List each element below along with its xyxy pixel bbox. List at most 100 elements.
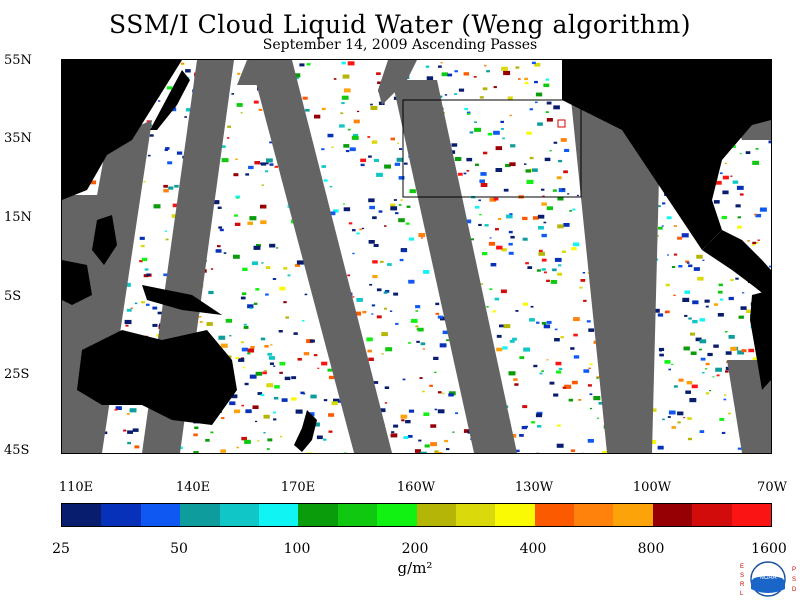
cloud-pixel xyxy=(553,189,557,191)
cloud-pixel xyxy=(546,280,550,282)
cloud-pixel xyxy=(658,313,663,316)
colorbar-label: 1600 xyxy=(751,541,787,557)
cloud-pixel xyxy=(408,435,413,438)
colorbar-swatch xyxy=(141,504,180,526)
cloud-pixel xyxy=(390,206,397,210)
cloud-pixel xyxy=(418,328,424,332)
cloud-pixel xyxy=(717,375,720,377)
colorbar-swatch xyxy=(180,504,219,526)
cloud-pixel xyxy=(356,233,359,235)
cloud-pixel xyxy=(384,292,388,294)
colorbar-swatch xyxy=(338,504,377,526)
cloud-pixel xyxy=(467,170,470,172)
map-area xyxy=(61,59,772,454)
cloud-pixel xyxy=(448,393,453,396)
cloud-pixel xyxy=(556,362,562,366)
cloud-pixel xyxy=(384,308,387,310)
cloud-pixel xyxy=(146,304,150,306)
cloud-pixel xyxy=(397,143,399,144)
colorbar-label: 25 xyxy=(52,541,70,557)
cloud-pixel xyxy=(255,421,257,422)
cloud-pixel xyxy=(266,383,273,387)
cloud-pixel xyxy=(496,146,503,150)
cloud-pixel xyxy=(282,398,288,402)
cloud-pixel xyxy=(589,368,591,369)
cloud-pixel xyxy=(416,341,420,343)
cloud-pixel xyxy=(154,204,161,208)
cloud-pixel xyxy=(266,163,269,165)
cloud-pixel xyxy=(250,375,257,379)
cloud-pixel xyxy=(314,115,320,119)
cloud-pixel xyxy=(678,265,682,268)
cloud-pixel xyxy=(486,70,490,72)
cloud-pixel xyxy=(256,372,263,376)
cloud-pixel xyxy=(382,353,384,354)
cloud-pixel xyxy=(496,168,503,172)
cloud-pixel xyxy=(167,86,172,89)
cloud-pixel xyxy=(379,210,383,212)
map-subtitle: September 14, 2009 Ascending Passes xyxy=(0,37,800,53)
cloud-pixel xyxy=(590,408,592,409)
cloud-pixel xyxy=(547,102,552,105)
cloud-pixel xyxy=(664,360,670,364)
cloud-pixel xyxy=(525,82,529,84)
cloud-pixel xyxy=(359,229,362,231)
cloud-pixel xyxy=(426,66,430,68)
cloud-pixel xyxy=(395,212,399,214)
cloud-pixel xyxy=(394,199,397,201)
cloud-pixel xyxy=(501,128,504,130)
cloud-pixel xyxy=(550,150,552,151)
cloud-pixel xyxy=(713,345,719,348)
cloud-pixel xyxy=(667,216,672,219)
colorbar-swatch xyxy=(62,504,101,526)
cloud-pixel xyxy=(229,335,231,336)
cloud-pixel xyxy=(352,253,354,254)
cloud-pixel xyxy=(530,108,533,110)
cloud-pixel xyxy=(530,157,534,159)
cloud-pixel xyxy=(372,275,377,278)
cloud-pixel xyxy=(167,161,172,164)
cloud-pixel xyxy=(718,313,724,317)
cloud-pixel xyxy=(730,347,737,351)
cloud-pixel xyxy=(244,326,249,329)
cloud-pixel xyxy=(475,164,479,166)
cloud-pixel xyxy=(452,143,458,146)
cloud-pixel xyxy=(684,315,687,317)
cloud-pixel xyxy=(403,436,408,439)
cloud-pixel xyxy=(273,278,276,280)
cloud-pixel xyxy=(236,198,238,199)
cloud-pixel xyxy=(542,234,547,237)
cloud-pixel xyxy=(722,216,727,219)
cloud-pixel xyxy=(221,417,224,419)
cloud-pixel xyxy=(245,409,251,413)
cloud-pixel xyxy=(235,357,239,359)
cloud-pixel xyxy=(249,216,256,220)
cloud-pixel xyxy=(435,303,439,305)
cloud-pixel xyxy=(509,162,515,166)
cloud-pixel xyxy=(368,156,372,158)
cloud-pixel xyxy=(166,239,169,241)
cloud-pixel xyxy=(500,121,504,123)
cloud-pixel xyxy=(691,352,697,356)
cloud-pixel xyxy=(254,101,259,104)
cloud-pixel xyxy=(504,324,511,328)
cloud-pixel xyxy=(737,226,742,229)
cloud-pixel xyxy=(474,128,481,132)
cloud-pixel xyxy=(543,84,549,88)
cloud-pixel xyxy=(408,280,414,284)
cloud-pixel xyxy=(485,224,489,226)
cloud-pixel xyxy=(220,449,226,452)
cloud-pixel xyxy=(420,452,427,453)
cloud-pixel xyxy=(550,382,555,385)
cloud-pixel xyxy=(523,348,530,352)
cloud-pixel xyxy=(514,383,518,386)
cloud-pixel xyxy=(385,347,392,351)
cloud-pixel xyxy=(544,222,547,224)
colorbar-swatch xyxy=(417,504,456,526)
cloud-pixel xyxy=(564,149,569,152)
cloud-pixel xyxy=(662,225,664,226)
cloud-pixel xyxy=(542,268,546,271)
cloud-pixel xyxy=(706,306,709,308)
cloud-pixel xyxy=(244,324,247,326)
cloud-pixel xyxy=(736,204,741,207)
